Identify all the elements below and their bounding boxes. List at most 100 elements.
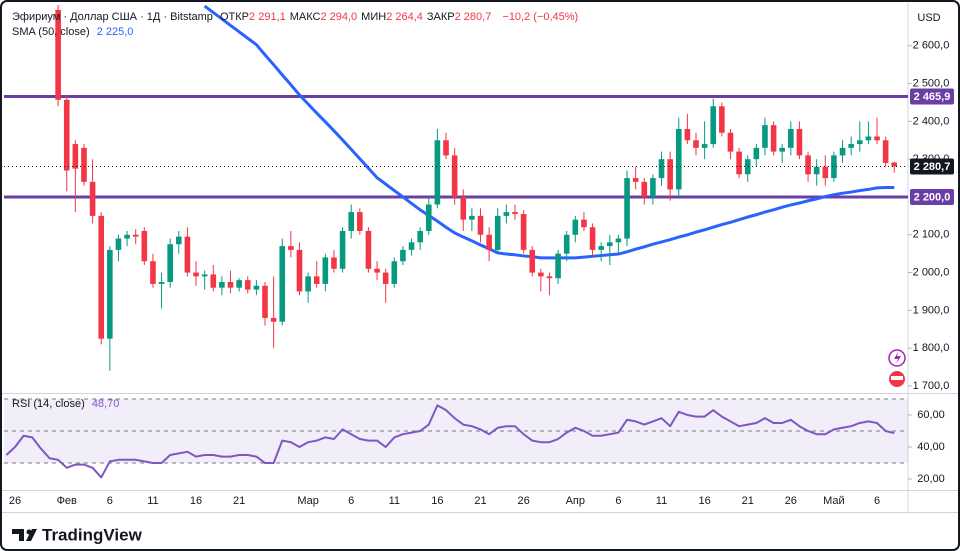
- candle-body: [244, 280, 251, 290]
- y-tick-label: 1 900,0: [913, 304, 950, 316]
- candle-body: [279, 246, 286, 322]
- candle-body: [288, 246, 294, 250]
- candle-body: [701, 144, 708, 148]
- candle-body: [607, 242, 613, 247]
- candle-body: [529, 249, 536, 273]
- candle-body: [589, 227, 596, 250]
- candle-body: [839, 147, 846, 156]
- candle-body: [598, 246, 604, 250]
- y-tick-label: 2 500,0: [913, 77, 950, 89]
- candle-body: [201, 274, 208, 277]
- candle-body: [736, 151, 742, 175]
- candle-body: [719, 106, 725, 133]
- candle-body: [848, 144, 854, 148]
- rsi-tick-label: 20,00: [917, 473, 945, 485]
- brand-logo: TradingView: [12, 525, 143, 544]
- x-tick-label: 16: [698, 495, 710, 507]
- candle-body: [313, 276, 320, 284]
- candle-body: [572, 219, 579, 235]
- symbol-legend: Эфириум · Доллар США · 1Д · Bitstamp ОТК…: [12, 11, 582, 23]
- x-tick-label: 6: [348, 495, 354, 507]
- candle-body: [753, 147, 760, 160]
- last-price-label: 2 280,7: [914, 161, 951, 173]
- ohlc-label: МИН: [361, 11, 387, 23]
- x-tick-label: Фев: [57, 495, 77, 507]
- rsi-line: [5, 404, 895, 479]
- sma-name: SMA (50, close): [12, 26, 90, 38]
- x-tick-label: 11: [656, 495, 667, 507]
- candle-body: [296, 249, 303, 292]
- candle-body: [632, 178, 639, 182]
- candle-body: [658, 159, 665, 179]
- candle-body: [98, 215, 105, 339]
- ohlc-value: 2 294,0: [320, 11, 358, 23]
- x-tick-label: 26: [517, 495, 529, 507]
- candle-body: [107, 249, 113, 339]
- rsi-value: 48,70: [91, 398, 120, 410]
- candle-body: [236, 280, 242, 288]
- candle-body: [63, 99, 70, 171]
- candle-body: [391, 261, 398, 284]
- candle-body: [624, 178, 630, 239]
- candle-body: [184, 236, 191, 273]
- sma-legend: SMA (50, close) 2 225,0: [12, 26, 137, 38]
- candle-body: [89, 181, 96, 216]
- x-tick-label: 16: [190, 495, 202, 507]
- candle-body: [425, 204, 432, 231]
- candle-body: [563, 234, 570, 254]
- currency: USD: [917, 12, 940, 24]
- x-tick-label: 6: [107, 495, 113, 507]
- candle-body: [219, 282, 225, 288]
- brand-name: TradingView: [42, 525, 143, 544]
- candle-body: [615, 238, 622, 243]
- candle-body: [675, 128, 682, 190]
- x-tick-label: 11: [147, 495, 158, 507]
- rsi-name: RSI (14, close): [12, 398, 85, 410]
- y-tick-label: 1 700,0: [913, 380, 950, 392]
- candle-body: [434, 140, 441, 205]
- x-tick-label: 21: [233, 495, 245, 507]
- candle-body: [417, 230, 423, 243]
- candle-body: [667, 159, 673, 190]
- candle-body: [451, 155, 458, 197]
- candle-body: [693, 140, 699, 148]
- ohlc-value: 2 291,1: [249, 11, 286, 23]
- x-tick-label: Апр: [566, 495, 585, 507]
- candle-body: [546, 276, 553, 279]
- x-tick-label: 21: [474, 495, 486, 507]
- candle-body: [124, 234, 130, 239]
- candle-body: [503, 212, 510, 216]
- candle-body: [512, 212, 518, 214]
- candle-body: [805, 155, 811, 175]
- candle-body: [227, 282, 234, 288]
- x-tick-label: 26: [9, 495, 21, 507]
- candle-body: [891, 162, 898, 167]
- candle-body: [357, 212, 363, 231]
- sma-line: [203, 5, 895, 260]
- candle-body: [132, 234, 139, 237]
- ohlc-value: 2 264,4: [386, 11, 423, 23]
- rsi-tick-label: 60,00: [917, 409, 945, 421]
- candle-body: [788, 128, 794, 148]
- candle-body: [641, 181, 648, 197]
- candle-body: [262, 285, 268, 318]
- candle-body: [270, 317, 277, 322]
- candle-body: [374, 268, 380, 273]
- ohlc-label: ЗАКР: [426, 11, 455, 23]
- last-price-tag: [910, 158, 954, 175]
- candle-body: [253, 285, 260, 290]
- alert-icon-bolt: [894, 352, 901, 364]
- candle-body: [81, 147, 87, 182]
- x-tick-label: 16: [431, 495, 443, 507]
- candle-body: [176, 236, 182, 245]
- rsi-legend: RSI (14, close) 48,70: [12, 398, 123, 410]
- candle-body: [348, 212, 354, 231]
- y-tick-label: 1 800,0: [913, 342, 950, 354]
- x-tick-label: 11: [389, 495, 400, 507]
- candle-body: [167, 244, 173, 283]
- candle-body: [555, 253, 561, 279]
- y-tick-label: 2 000,0: [913, 266, 950, 278]
